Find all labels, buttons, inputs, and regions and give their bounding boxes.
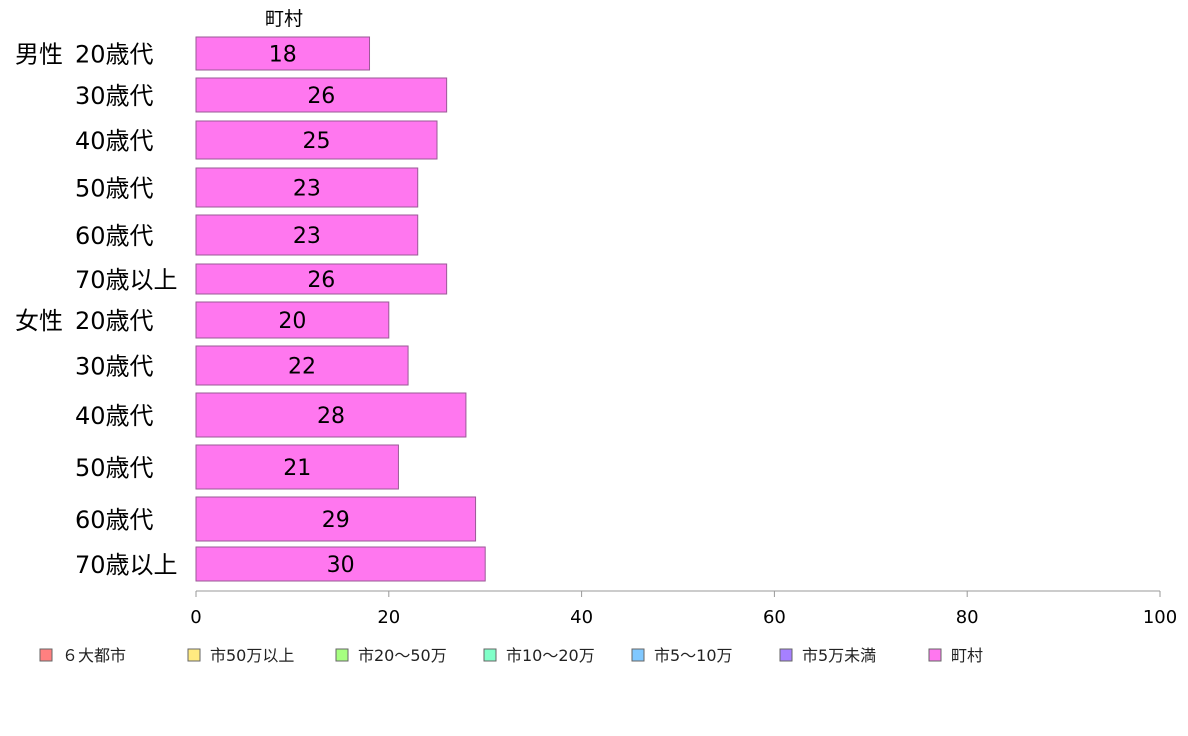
legend-swatch bbox=[779, 648, 793, 662]
group-label: 女性 bbox=[15, 307, 63, 335]
legend-label: 市10～20万 bbox=[506, 646, 595, 665]
bars-layer: 1820歳代男性2630歳代2540歳代2350歳代2360歳代2670歳以上2… bbox=[15, 36, 486, 582]
category-label: 50歳代 bbox=[75, 175, 154, 203]
category-label: 50歳代 bbox=[75, 454, 154, 482]
legend-label: ６大都市 bbox=[62, 646, 126, 665]
bar bbox=[195, 392, 467, 438]
x-tick-label: 40 bbox=[570, 607, 593, 628]
bar bbox=[195, 36, 371, 71]
category-label: 40歳代 bbox=[75, 402, 154, 430]
bar-value-label: 23 bbox=[293, 177, 321, 202]
legend-swatch bbox=[187, 648, 201, 662]
bar bbox=[195, 546, 486, 582]
legend: ６大都市 市50万以上 市20～50万 市10～20万 市5～10万 市5万未満 町村 bbox=[39, 646, 983, 665]
bar-value-label: 30 bbox=[327, 553, 355, 578]
bar-value-label: 29 bbox=[322, 508, 350, 533]
category-label: 70歳以上 bbox=[75, 551, 178, 579]
x-tick-label: 20 bbox=[377, 607, 400, 628]
bar-value-label: 26 bbox=[307, 84, 335, 109]
x-tick-label: 100 bbox=[1143, 607, 1177, 628]
x-axis: 0 20 40 60 80 100 bbox=[190, 590, 1177, 628]
category-label: 30歳代 bbox=[75, 353, 154, 381]
legend-label: 市50万以上 bbox=[210, 646, 294, 665]
x-tick-label: 80 bbox=[956, 607, 979, 628]
series-header: 町村 bbox=[265, 8, 303, 30]
bar-value-label: 28 bbox=[317, 404, 345, 429]
legend-label: 市5～10万 bbox=[654, 646, 733, 665]
legend-label: 市20～50万 bbox=[358, 646, 447, 665]
legend-swatch bbox=[928, 648, 942, 662]
category-label: 70歳以上 bbox=[75, 266, 178, 294]
x-tick-label: 0 bbox=[190, 607, 201, 628]
bar bbox=[195, 214, 419, 256]
bar bbox=[195, 167, 419, 208]
bar bbox=[195, 263, 448, 295]
category-label: 40歳代 bbox=[75, 127, 154, 155]
bar-value-label: 22 bbox=[288, 355, 316, 380]
bar-value-label: 20 bbox=[278, 309, 306, 334]
bar-value-label: 25 bbox=[303, 129, 331, 154]
legend-label: 町村 bbox=[951, 646, 983, 665]
bar bbox=[195, 77, 448, 113]
bar bbox=[195, 496, 477, 542]
legend-swatch bbox=[483, 648, 497, 662]
category-label: 60歳代 bbox=[75, 222, 154, 250]
bar bbox=[195, 444, 399, 490]
bar bbox=[195, 345, 409, 386]
bar bbox=[195, 301, 390, 339]
category-label: 30歳代 bbox=[75, 82, 154, 110]
category-label: 20歳代 bbox=[75, 307, 154, 335]
legend-swatch bbox=[335, 648, 349, 662]
category-label: 20歳代 bbox=[75, 41, 154, 69]
bar-value-label: 21 bbox=[283, 456, 311, 481]
legend-swatch bbox=[39, 648, 53, 662]
group-label: 男性 bbox=[15, 41, 63, 69]
bar-value-label: 23 bbox=[293, 224, 321, 249]
legend-swatch bbox=[631, 648, 645, 662]
x-tick-label: 60 bbox=[763, 607, 786, 628]
category-label: 60歳代 bbox=[75, 506, 154, 534]
bar bbox=[195, 120, 438, 160]
bar-value-label: 18 bbox=[269, 43, 297, 68]
bar-value-label: 26 bbox=[307, 268, 335, 293]
legend-label: 市5万未満 bbox=[802, 646, 876, 665]
